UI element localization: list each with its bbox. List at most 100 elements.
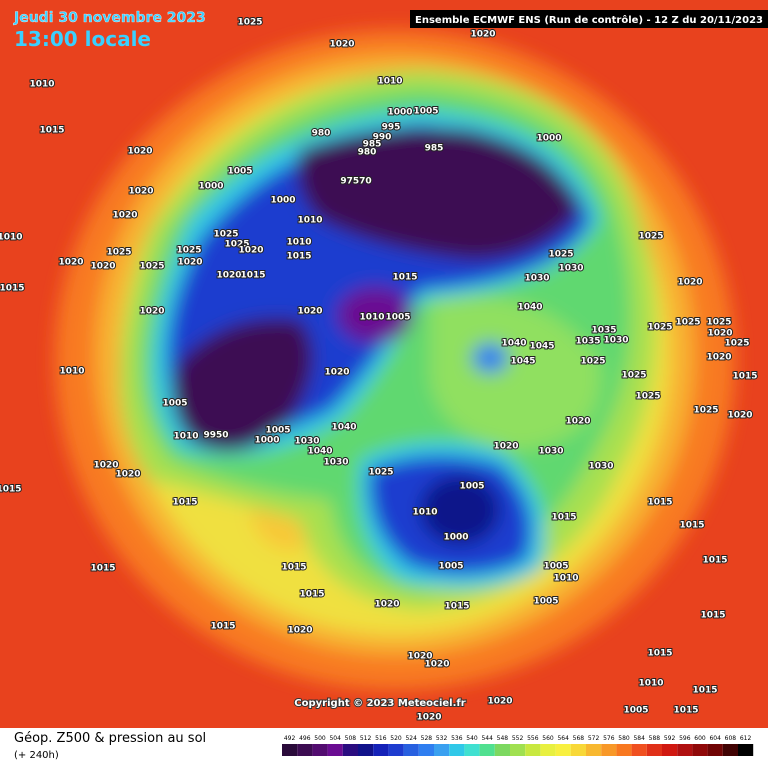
isobar-label: 1010 [377, 77, 402, 87]
isobar-label: 1020 [112, 211, 137, 221]
time-label: 13:00 locale [14, 27, 151, 51]
copyright: Copyright © 2023 Meteociel.fr [294, 698, 465, 709]
isobar-label: 1020 [115, 470, 140, 480]
isobar-label: 1020 [707, 329, 732, 339]
scale-swatch [464, 744, 480, 756]
isobar-label: 1005 [385, 313, 410, 323]
isobar-label: 1000 [387, 108, 412, 118]
isobar-label: 1020 [128, 187, 153, 197]
scale-tick-label: 552 [512, 735, 524, 742]
scale-tick-label: 580 [618, 735, 630, 742]
scale-tick-label: 612 [740, 735, 752, 742]
isobar-label: 1015 [647, 649, 672, 659]
isobar-label: 1030 [558, 264, 583, 274]
isobar-label: 1015 [90, 564, 115, 574]
isobar-label: 1010 [359, 313, 384, 323]
isobar-label: 1015 [172, 498, 197, 508]
scale-swatch [601, 744, 617, 756]
scale-swatch [707, 744, 723, 756]
scale-swatch [677, 744, 693, 756]
scale-swatch [662, 744, 678, 756]
isobar-label: 1005 [459, 482, 484, 492]
isobar-label: 1025 [724, 339, 749, 349]
scale-tick-label: 600 [694, 735, 706, 742]
isobar-label: 1020 [487, 697, 512, 707]
isobar-label: 985 [363, 140, 382, 150]
isobar-label: 1010 [59, 367, 84, 377]
scale-tick-label: 516 [375, 735, 387, 742]
isobar-label: 1020 [493, 442, 518, 452]
scale-tick-label: 572 [588, 735, 600, 742]
isobar-label: 1020 [90, 262, 115, 272]
scale-swatch [510, 744, 526, 756]
isobar-label: 1025 [580, 357, 605, 367]
isobar-label: 1030 [588, 462, 613, 472]
isobar-label: 980 [312, 129, 331, 139]
isobar-label: 1035 [575, 337, 600, 347]
isobar-label: 1000 [270, 196, 295, 206]
isobar-label: 1020 [727, 411, 752, 421]
isobar-label: 1025 [675, 318, 700, 328]
scale-swatch [388, 744, 404, 756]
scale-tick-label: 532 [436, 735, 448, 742]
scale-tick-label: 500 [314, 735, 326, 742]
isobar-label: 1020 [127, 147, 152, 157]
isobar-label: 1010 [0, 233, 23, 243]
isobar-label: 1015 [286, 252, 311, 262]
scale-tick-label: 564 [557, 735, 569, 742]
lead-time: (+ 240h) [14, 750, 59, 761]
scale-swatch [646, 744, 662, 756]
scale-swatch [342, 744, 358, 756]
isobar-label: 1025 [621, 371, 646, 381]
isobar-label: 1005 [265, 426, 290, 436]
scale-tick-label: 548 [497, 735, 509, 742]
scale-swatch [434, 744, 450, 756]
scale-swatch [540, 744, 556, 756]
isobar-label: 1020 [329, 40, 354, 50]
isobar-label: 1015 [702, 556, 727, 566]
isobar-label: 1015 [692, 686, 717, 696]
isobar-label: 1020 [238, 246, 263, 256]
scale-swatch [358, 744, 374, 756]
parameter-label: Géop. Z500 & pression au sol [14, 731, 206, 746]
isobar-label: 1020 [677, 278, 702, 288]
isobar-label: 1010 [553, 574, 578, 584]
isobar-label: 1020 [297, 307, 322, 317]
isobar-label: 1025 [106, 248, 131, 258]
isobar-label: 1030 [323, 458, 348, 468]
scale-swatch [692, 744, 708, 756]
scale-tick-label: 608 [725, 735, 737, 742]
isobar-label: 1000 [254, 436, 279, 446]
isobar-label: 1020 [424, 660, 449, 670]
isobar-label: 1025 [647, 323, 672, 333]
isobar-label: 1040 [517, 303, 542, 313]
isobar-label: 1005 [533, 597, 558, 607]
color-scale: 492 496 500 504 508 512 516 520 524 528 532 536 540 5… [282, 735, 754, 756]
isobar-label: 1030 [524, 274, 549, 284]
isobar-label: 97570 [340, 177, 371, 187]
scale-swatch [312, 744, 328, 756]
isobar-label: 1020 [470, 30, 495, 40]
geopotential-field [55, 30, 735, 690]
isobar-label: 1015 [0, 485, 22, 495]
isobar-label: 1020 [416, 713, 441, 723]
isobar-label: 1015 [673, 706, 698, 716]
scale-swatch [373, 744, 389, 756]
isobar-label: 1005 [413, 107, 438, 117]
isobar-label: 1015 [700, 611, 725, 621]
isobar-label: 1015 [281, 563, 306, 573]
scale-swatch [555, 744, 571, 756]
scale-tick-label: 524 [405, 735, 417, 742]
isobar-label: 1020 [407, 652, 432, 662]
isobar-label: 1005 [543, 562, 568, 572]
scale-tick-label: 540 [466, 735, 478, 742]
scale-swatch [282, 744, 298, 756]
isobar-label: 1015 [679, 521, 704, 531]
scale-tick-label: 504 [329, 735, 341, 742]
isobar-label: 1020 [93, 461, 118, 471]
scale-tick-label: 560 [542, 735, 554, 742]
isobar-label: 1010 [173, 432, 198, 442]
isobar-label: 1010 [29, 80, 54, 90]
